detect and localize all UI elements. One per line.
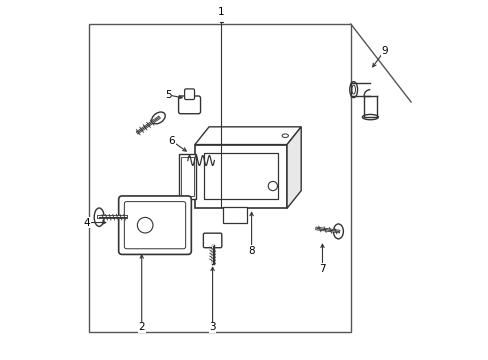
FancyBboxPatch shape <box>178 96 200 114</box>
Text: 1: 1 <box>218 6 224 17</box>
Text: 5: 5 <box>164 90 171 100</box>
Text: 2: 2 <box>138 322 145 332</box>
Ellipse shape <box>333 224 343 239</box>
Bar <box>179 154 196 199</box>
Text: 9: 9 <box>381 46 387 56</box>
Bar <box>88 24 350 332</box>
Ellipse shape <box>362 114 378 120</box>
Text: 6: 6 <box>168 136 175 146</box>
Bar <box>195 145 286 208</box>
Ellipse shape <box>351 85 355 94</box>
Text: 3: 3 <box>209 322 216 332</box>
FancyBboxPatch shape <box>119 196 191 255</box>
Polygon shape <box>286 127 301 208</box>
Bar <box>203 153 278 199</box>
Polygon shape <box>195 127 301 145</box>
Text: 8: 8 <box>248 246 254 256</box>
Bar <box>222 207 247 222</box>
FancyBboxPatch shape <box>203 233 222 248</box>
Ellipse shape <box>94 208 104 226</box>
FancyBboxPatch shape <box>184 89 194 100</box>
Bar <box>181 157 193 196</box>
Text: 7: 7 <box>319 264 325 274</box>
Ellipse shape <box>282 134 288 138</box>
Circle shape <box>268 181 277 191</box>
Text: 4: 4 <box>83 217 90 228</box>
Ellipse shape <box>151 112 165 124</box>
Circle shape <box>137 217 153 233</box>
Bar <box>203 153 278 199</box>
Ellipse shape <box>349 82 357 98</box>
